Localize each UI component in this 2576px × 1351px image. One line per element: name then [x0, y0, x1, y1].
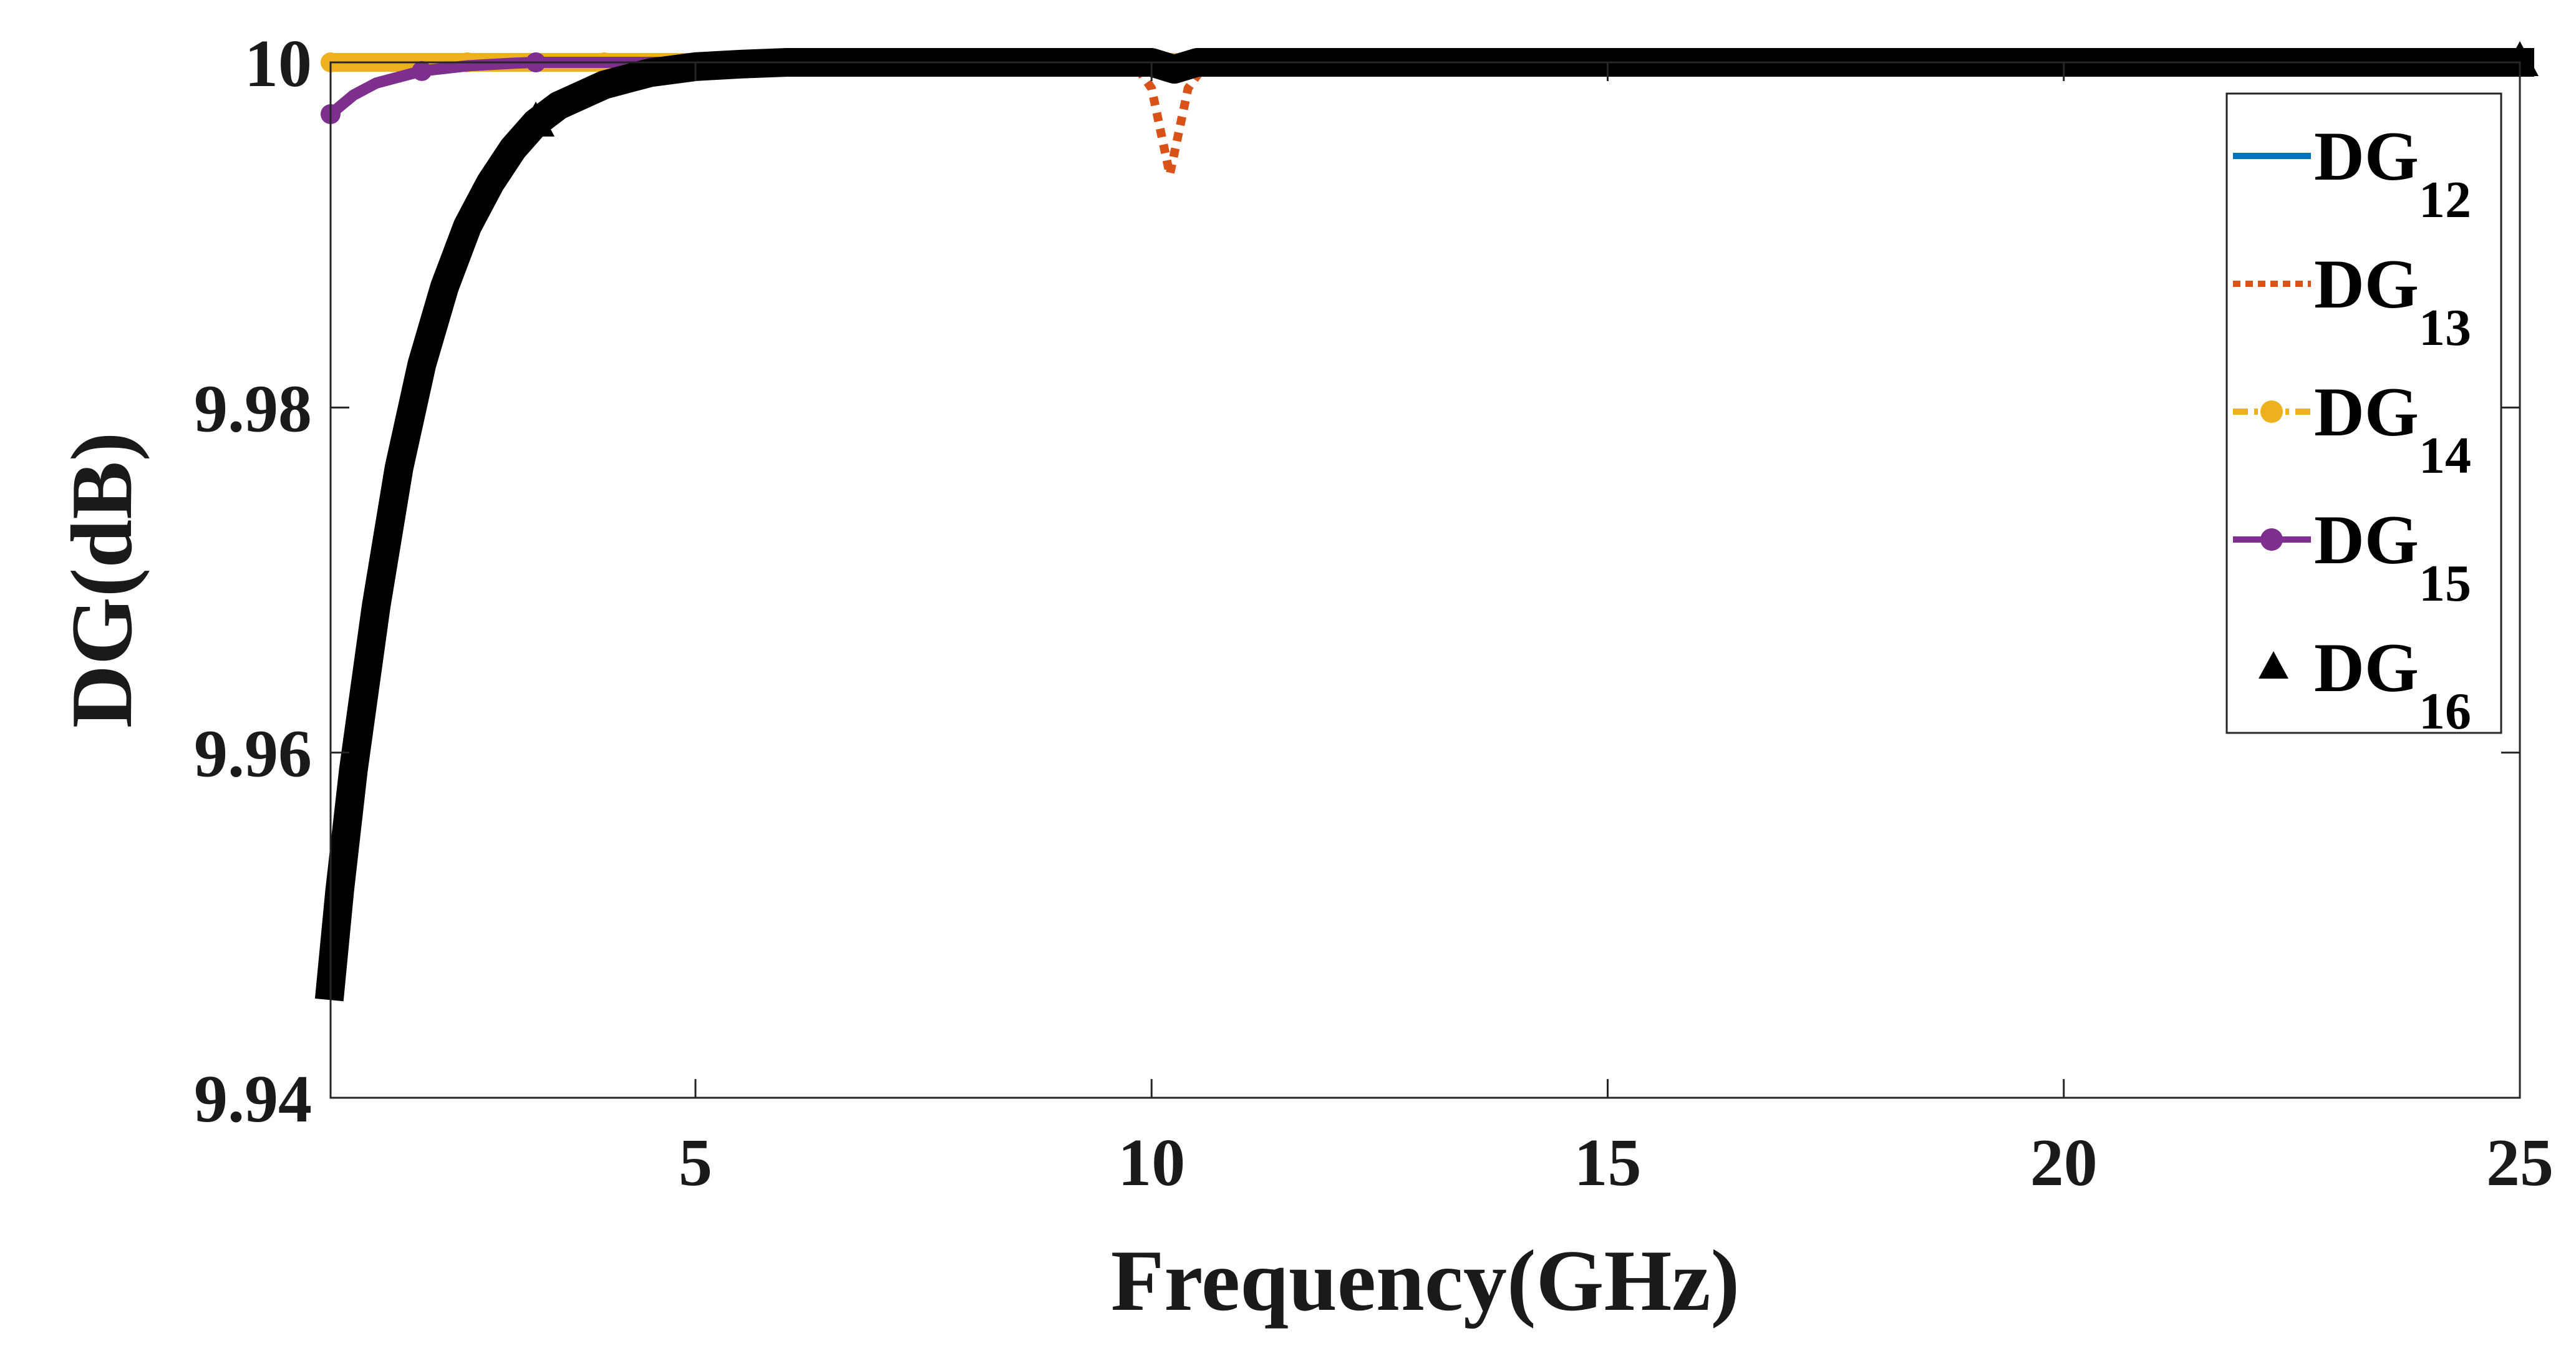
y-tick-label: 10 — [245, 27, 312, 101]
legend-label-subscript: 12 — [2419, 171, 2471, 229]
x-axis-label: Frequency(GHz) — [1111, 1232, 1740, 1329]
y-axis-label: DG(dB) — [54, 432, 150, 728]
legend-swatch-marker — [2259, 651, 2288, 679]
y-tick-label: 9.96 — [194, 717, 312, 792]
x-tick-label: 20 — [2030, 1126, 2098, 1200]
x-tick-label: 10 — [1118, 1126, 1185, 1200]
y-tick-label: 9.94 — [194, 1062, 312, 1136]
plot-lines — [314, 41, 2539, 1002]
plot-frame — [329, 61, 2521, 1099]
legend-label-subscript: 13 — [2419, 299, 2471, 357]
series-marker-dg16 — [2501, 41, 2539, 76]
ticks: 5 10 15 20 25 9.94 9.96 9.98 10 — [194, 27, 2554, 1200]
legend-label-subscript: 16 — [2419, 682, 2471, 740]
x-tick-label: 25 — [2486, 1126, 2554, 1200]
legend-label-subscript: 14 — [2419, 427, 2471, 485]
x-tick-label: 5 — [679, 1126, 712, 1200]
legend-swatch-marker — [2260, 400, 2283, 423]
y-tick-label: 9.98 — [194, 372, 312, 446]
legend-box — [2225, 92, 2502, 734]
series-marker-dg16 — [517, 101, 555, 137]
legend-swatch-marker — [2260, 528, 2283, 551]
series-marker-dg15 — [412, 61, 432, 81]
legend-label-subscript: 15 — [2419, 554, 2471, 613]
axes — [329, 61, 2521, 1099]
x-tick-label: 15 — [1574, 1126, 1642, 1200]
series-line-dg16 — [314, 48, 2534, 1002]
